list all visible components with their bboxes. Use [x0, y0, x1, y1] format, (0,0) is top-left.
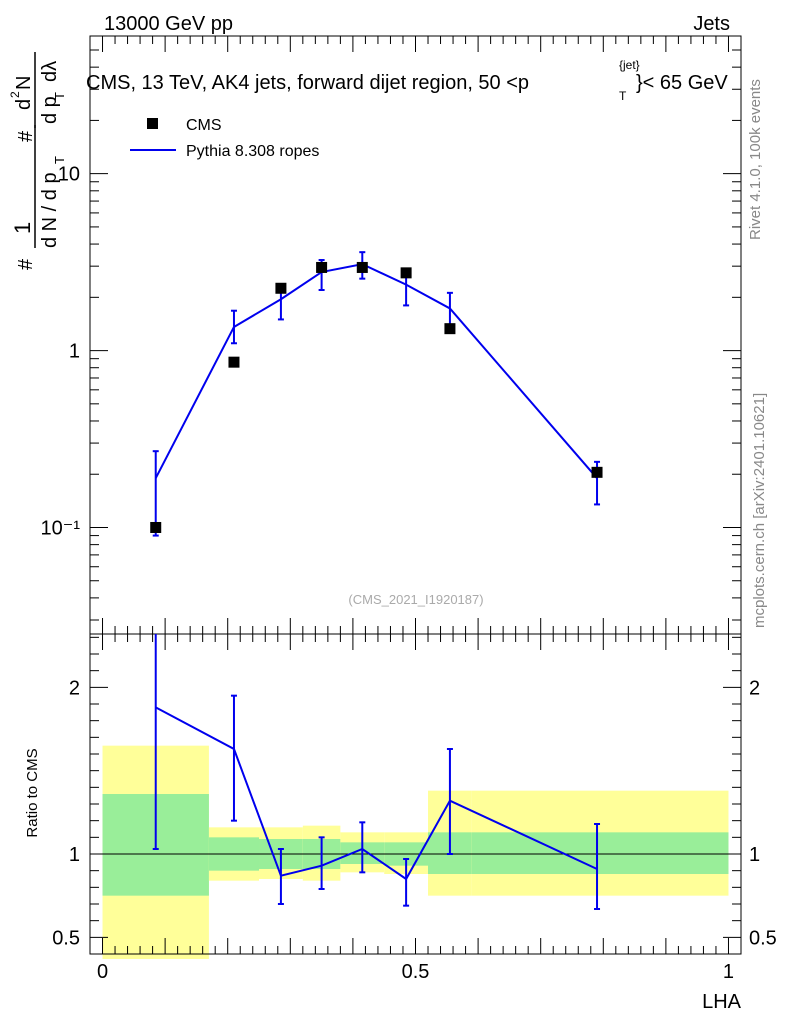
x-tick-label: 1 [723, 961, 734, 983]
plot-title: CMS, 13 TeV, AK4 jets, forward dijet reg… [86, 58, 728, 103]
title-tail: }< 65 GeV [636, 72, 728, 94]
ratio-y-tick-label-left: 1 [69, 844, 80, 866]
ylabel-part: dλ [39, 61, 61, 82]
ylabel-part: 1 [10, 222, 35, 234]
legend-label-mc: Pythia 8.308 ropes [186, 143, 319, 160]
ratio-y-tick-label-right: 1 [749, 844, 760, 866]
title-subscript: T [619, 89, 627, 103]
data-point [228, 356, 240, 368]
ratio-x-tick-labels: 0 0.5 1 [97, 961, 734, 983]
ratio-uncertainty-bands [102, 745, 729, 959]
ylabel-part: 2 [8, 91, 22, 98]
ylabel-part: # [15, 130, 37, 142]
data-point [444, 323, 456, 335]
main-axis-ticks [90, 35, 741, 634]
data-point [275, 282, 287, 294]
ratio-y-tick-label-left: 2 [69, 677, 80, 699]
legend: CMS Pythia 8.308 ropes [130, 117, 319, 160]
data-point [591, 466, 603, 478]
ylabel-part: # [15, 258, 37, 270]
mc-series [152, 251, 601, 537]
y-tick-label: 1 [69, 341, 80, 363]
mc-line [154, 263, 598, 479]
legend-label-cms: CMS [186, 117, 222, 134]
main-y-tick-labels: 10⁻¹ 1 10 [41, 164, 81, 540]
x-axis-label: LHA [702, 991, 742, 1013]
data-point [356, 261, 368, 273]
ylabel-part: d N / d p [39, 172, 61, 248]
x-tick-label: 0 [97, 961, 108, 983]
data-point [316, 261, 328, 273]
ratio-y-axis-label: Ratio to CMS [24, 748, 41, 837]
ratio-mc-series [152, 634, 601, 910]
band-inner [471, 832, 729, 874]
title-superscript: {jet} [619, 58, 640, 72]
data-point [150, 521, 162, 533]
ratio-y-tick-label-right: 2 [749, 677, 760, 699]
ratio-line [155, 706, 598, 881]
ratio-axis-ticks [90, 634, 741, 955]
analysis-watermark: (CMS_2021_I1920187) [348, 592, 483, 607]
rivet-label: Rivet 4.1.0, 100k events [747, 79, 764, 240]
ylabel-part: T [52, 92, 67, 100]
main-y-axis-label: # 1 d N / d p T # d 2 N d p T dλ [8, 52, 67, 270]
title-text: CMS, 13 TeV, AK4 jets, forward dijet reg… [86, 72, 529, 94]
ratio-y-tick-label-right: 0.5 [749, 927, 777, 949]
y-tick-label: 10⁻¹ [41, 517, 81, 539]
x-tick-label: 0.5 [402, 961, 430, 983]
ratio-y-tick-labels: 0.5 0.5 1 1 2 2 [52, 677, 777, 949]
header-left: 13000 GeV pp [104, 13, 233, 35]
ylabel-part: N [13, 76, 35, 90]
ylabel-part: T [52, 156, 67, 164]
header-right: Jets [693, 13, 730, 35]
ylabel-part: d [13, 99, 35, 110]
legend-marker-cms [147, 118, 158, 129]
data-point [400, 267, 412, 279]
y-tick-label: 10 [58, 164, 80, 186]
data-series [150, 261, 603, 533]
mcplots-label: mcplots.cern.ch [arXiv:2401.10621] [751, 393, 768, 628]
ylabel-part: d p [39, 96, 61, 124]
ratio-y-tick-label-left: 0.5 [52, 927, 80, 949]
